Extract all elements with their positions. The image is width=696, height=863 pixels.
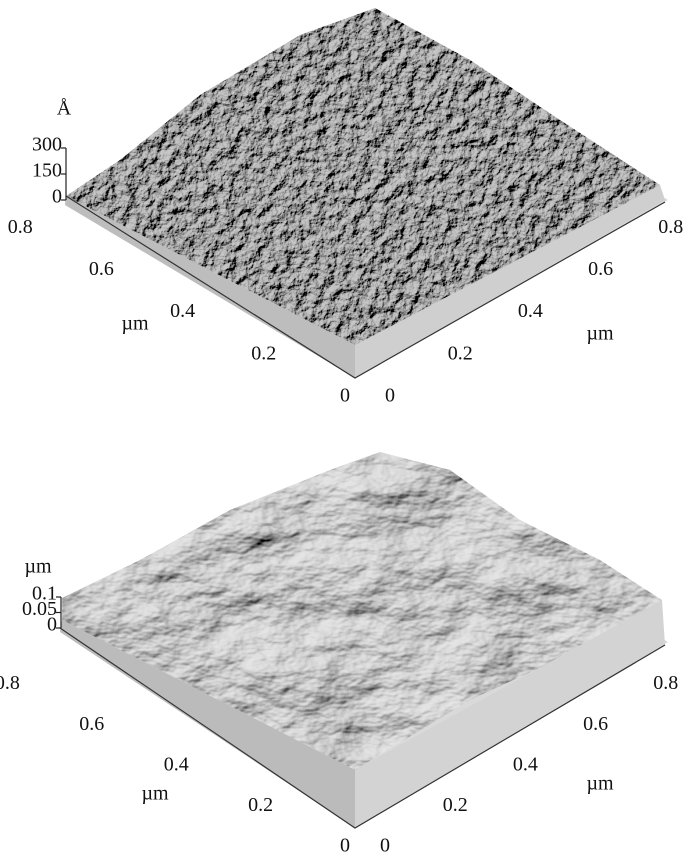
x-axis-label: µm bbox=[141, 783, 169, 805]
y-tick-label: 0 bbox=[380, 835, 390, 857]
z-tick-label: 0 bbox=[47, 614, 57, 636]
y-tick-label: 0.2 bbox=[443, 794, 468, 816]
z-tick-label: 0 bbox=[52, 186, 62, 208]
z-tick-label: 300 bbox=[32, 134, 62, 156]
y-tick-label: 0.4 bbox=[513, 753, 538, 775]
x-tick-label: 0 bbox=[340, 385, 350, 407]
surface bbox=[66, 8, 660, 345]
y-tick-label: 0.6 bbox=[588, 258, 613, 280]
y-tick-label: 0.2 bbox=[448, 342, 473, 364]
y-axis-label: µm bbox=[586, 773, 614, 795]
x-tick-label: 0.2 bbox=[248, 794, 273, 816]
surface-plot-bottom bbox=[60, 452, 668, 828]
z-unit: µm bbox=[24, 556, 52, 578]
z-tick-label: 150 bbox=[32, 160, 62, 182]
x-axis-label: µm bbox=[121, 313, 149, 335]
x-tick-label: 0.8 bbox=[0, 672, 20, 694]
y-tick-label: 0.8 bbox=[653, 672, 678, 694]
x-tick-label: 0.6 bbox=[89, 258, 114, 280]
z-unit: Å bbox=[57, 98, 72, 120]
afm-figure: Å 300 150 0 0.8 0.6 0.4 0.2 0 0.8 0.6 0.4 0.2 0 µm µm µm… bbox=[0, 0, 696, 863]
x-tick-label: 0.4 bbox=[164, 753, 189, 775]
x-tick-label: 0.2 bbox=[251, 342, 276, 364]
y-tick-label: 0 bbox=[385, 385, 395, 407]
x-tick-label: 0 bbox=[340, 835, 350, 857]
y-axis-label: µm bbox=[586, 323, 614, 345]
surface bbox=[62, 452, 662, 770]
surface-plot-top bbox=[65, 8, 668, 378]
x-tick-label: 0.6 bbox=[79, 713, 104, 735]
y-tick-label: 0.8 bbox=[658, 216, 683, 238]
x-tick-label: 0.4 bbox=[170, 300, 195, 322]
x-tick-label: 0.8 bbox=[8, 216, 33, 238]
y-tick-label: 0.4 bbox=[518, 300, 543, 322]
y-tick-label: 0.6 bbox=[583, 713, 608, 735]
